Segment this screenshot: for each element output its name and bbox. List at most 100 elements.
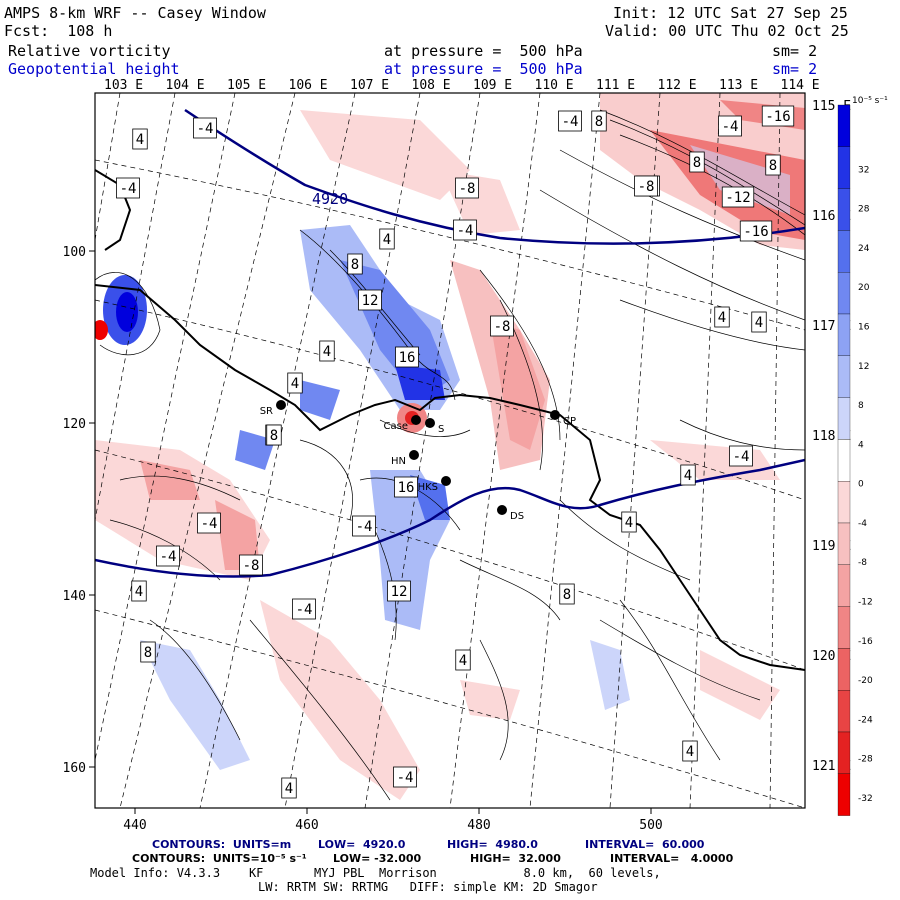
colorbar-swatch — [837, 230, 851, 273]
svg-text:8: 8 — [270, 428, 278, 444]
svg-text:-4: -4 — [296, 602, 313, 618]
svg-text:4: 4 — [285, 781, 293, 797]
footer-physics-info: LW: RRTM SW: RRTMG DIFF: simple KM: 2D S… — [258, 880, 598, 894]
colorbar-label: -32 — [858, 794, 873, 804]
contour-label: 4 — [131, 580, 147, 602]
colorbar-swatch — [837, 648, 851, 691]
svg-text:-4: -4 — [733, 449, 750, 465]
lon-label: 110 E — [535, 78, 574, 93]
lon-label: 107 E — [350, 78, 389, 93]
field1-smooth: sm= 2 — [772, 42, 818, 60]
colorbar-swatch — [837, 564, 851, 607]
colorbar-label: 8 — [858, 401, 864, 411]
y-tick-label: 120 — [63, 417, 86, 432]
contour-label: -4 — [116, 177, 140, 199]
station-marker: S — [425, 418, 444, 435]
colorbar-swatch — [837, 773, 851, 816]
svg-text:8: 8 — [351, 257, 359, 273]
contour-label: 4 — [714, 306, 730, 328]
contour-label: -8 — [239, 554, 263, 576]
x-tick-label: 460 — [295, 818, 318, 833]
svg-text:4: 4 — [718, 310, 726, 326]
svg-text:-4: -4 — [160, 549, 177, 565]
colorbar-swatch — [837, 355, 851, 398]
y-tick-label: 160 — [63, 761, 86, 776]
svg-text:HN: HN — [391, 456, 406, 467]
colorbar-label: -16 — [858, 637, 873, 647]
coastline — [95, 169, 805, 671]
contour-label: -4 — [352, 515, 376, 537]
forecast-hour: Fcst: 108 h — [4, 22, 113, 40]
plot-frame — [94, 92, 806, 809]
svg-text:-4: -4 — [120, 181, 137, 197]
contour-label: 4 — [281, 777, 297, 799]
svg-text:-4: -4 — [197, 121, 214, 137]
contour-label: 8 — [765, 154, 781, 176]
height-contours — [95, 108, 805, 578]
contour-label: -4 — [718, 115, 742, 137]
station-marker: HN — [391, 450, 419, 467]
contour-label: 4 — [680, 464, 696, 486]
svg-text:12: 12 — [362, 293, 379, 309]
colorbar-label: -12 — [858, 598, 873, 608]
contour-label: 8 — [266, 424, 282, 446]
svg-text:HKS: HKS — [418, 482, 438, 493]
svg-text:8: 8 — [144, 645, 152, 661]
y-axis-ticks: 100 120 140 160 — [63, 245, 95, 776]
contour-label: -4 — [156, 545, 180, 567]
colorbar-label: 24 — [858, 244, 870, 254]
contour-label: -16 — [739, 220, 773, 242]
svg-text:-4: -4 — [201, 516, 218, 532]
x-tick-label: 440 — [123, 818, 146, 833]
svg-text:4: 4 — [686, 744, 694, 760]
svg-text:8: 8 — [595, 114, 603, 130]
svg-text:-16: -16 — [765, 109, 790, 125]
svg-text:-4: -4 — [397, 770, 414, 786]
x-tick-label: 480 — [467, 818, 490, 833]
footer-vort-low: LOW= -32.000 — [333, 852, 422, 865]
contour-label: 12 — [358, 289, 382, 311]
svg-text:-8: -8 — [494, 319, 511, 335]
colorbar: 32 28 24 20 16 12 8 4 0 -4 -8 -12 -16 -20 -24 -28 -32 — [837, 104, 873, 816]
lon-label: 114 E — [781, 78, 820, 93]
svg-text:CP: CP — [563, 416, 576, 427]
lon-label: 103 E — [104, 78, 143, 93]
valid-time: Valid: 00 UTC Thu 02 Oct 25 — [605, 22, 849, 40]
contour-label: 12 — [387, 580, 411, 602]
lon-label: 111 E — [596, 78, 635, 93]
footer-vort-label: CONTOURS: UNITS=10⁻⁵ s⁻¹ — [132, 852, 307, 865]
svg-text:8: 8 — [563, 587, 571, 603]
contour-labels: 4 -4 -4 8 -16 -8 8 -8 -12 -16 4 -4 8 -4 -8 12 4 16 4 8 4 4 -4 8… — [116, 105, 795, 799]
height-contour-label: 4920 — [312, 190, 348, 208]
init-time: Init: 12 UTC Sat 27 Sep 25 — [613, 4, 848, 22]
svg-text:4: 4 — [459, 653, 467, 669]
contour-label: 4 — [319, 340, 335, 362]
colorbar-label: 32 — [858, 165, 869, 175]
contour-label: -4 — [729, 445, 753, 467]
contour-label: 4 — [379, 228, 395, 250]
x-tick-label: 500 — [639, 818, 662, 833]
colorbar-label: -20 — [858, 676, 873, 686]
station-marker: CP — [550, 410, 576, 427]
lon-label: 112 E — [658, 78, 697, 93]
svg-text:4: 4 — [625, 515, 633, 531]
colorbar-swatch — [837, 397, 851, 440]
svg-text:4: 4 — [383, 232, 391, 248]
footer-height-low: LOW= 4920.0 — [318, 838, 406, 851]
y-tick-label: 100 — [63, 245, 86, 260]
colorbar-label: 28 — [858, 205, 870, 215]
colorbar-label: 0 — [858, 480, 864, 490]
contour-label: -4 — [292, 598, 316, 620]
contour-label: 8 — [347, 253, 363, 275]
lon-label: 108 E — [412, 78, 451, 93]
svg-text:Case: Case — [384, 421, 408, 432]
colorbar-swatch — [837, 188, 851, 231]
contour-label: -4 — [197, 512, 221, 534]
lon-label: 109 E — [473, 78, 512, 93]
station-marker: DS — [497, 505, 524, 522]
colorbar-swatch — [837, 104, 851, 147]
top-longitude-labels: 103 E 104 E 105 E 106 E 107 E 108 E 109 E 110 E… — [104, 78, 820, 93]
contour-label: 4 — [132, 128, 148, 150]
contour-label: -4 — [193, 117, 217, 139]
colorbar-label: 12 — [858, 362, 869, 372]
